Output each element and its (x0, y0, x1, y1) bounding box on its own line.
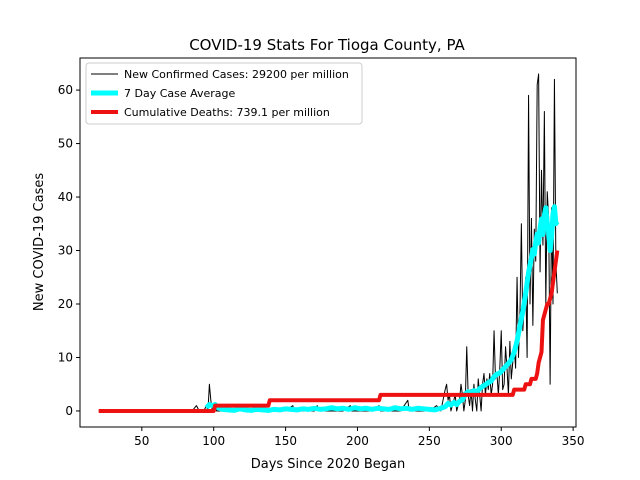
x-axis: 50 100 150 200 250 300 350 (134, 427, 585, 448)
chart-title: COVID-19 Stats For Tioga County, PA (189, 36, 465, 54)
legend-entry: Cumulative Deaths: 739.1 per million (124, 106, 330, 119)
x-tick-label: 100 (202, 434, 225, 448)
legend-entry: New Confirmed Cases: 29200 per million (124, 68, 349, 81)
y-tick-label: 60 (58, 83, 73, 97)
series-line-2 (204, 204, 560, 413)
y-tick-label: 30 (58, 244, 73, 258)
x-tick-label: 150 (274, 434, 297, 448)
plot-frame (79, 57, 577, 428)
x-tick-label: 200 (346, 434, 369, 448)
series-line-1 (98, 73, 558, 412)
y-axis: 0 10 20 30 40 50 60 (58, 83, 80, 418)
y-tick-label: 20 (58, 297, 73, 311)
y-tick-label: 0 (65, 404, 73, 418)
y-tick-label: 50 (58, 137, 73, 151)
x-tick-label: 300 (490, 434, 513, 448)
series-line-3 (98, 250, 560, 413)
legend: New Confirmed Cases: 29200 per million 7 … (85, 62, 363, 125)
y-axis-label: New COVID-19 Cases (32, 173, 47, 311)
legend-entry: 7 Day Case Average (124, 87, 236, 100)
x-tick-label: 250 (418, 434, 441, 448)
x-tick-label: 50 (134, 434, 149, 448)
y-tick-label: 40 (58, 190, 73, 204)
x-tick-label: 350 (562, 434, 585, 448)
y-tick-label: 10 (58, 350, 73, 364)
legend-box (85, 62, 363, 125)
x-axis-label: Days Since 2020 Began (251, 457, 406, 472)
